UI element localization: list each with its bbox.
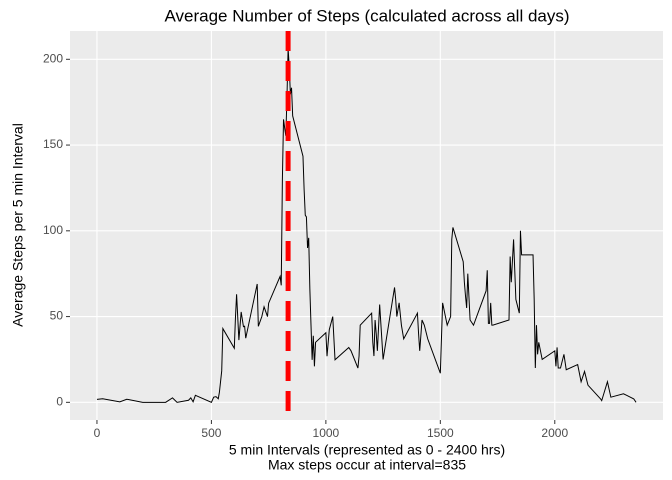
- x-tick-label: 1000: [313, 426, 340, 440]
- x-tick-label: 500: [201, 426, 221, 440]
- chart-title: Average Number of Steps (calculated acro…: [164, 6, 569, 25]
- x-tick-label: 0: [94, 426, 101, 440]
- caption: Max steps occur at interval=835: [268, 457, 466, 473]
- data-line: [96, 48, 637, 404]
- x-axis-title: 5 min Intervals (represented as 0 - 2400…: [229, 442, 505, 458]
- plot-panel: [70, 31, 663, 420]
- y-tick-label: 150: [43, 137, 63, 151]
- y-tick-label: 50: [50, 309, 64, 323]
- x-tick-label: 2000: [541, 426, 568, 440]
- y-tick-label: 200: [43, 51, 63, 65]
- y-tick-label: 100: [43, 223, 63, 237]
- x-tick-label: 1500: [427, 426, 454, 440]
- y-axis-title: Average Steps per 5 min Interval: [10, 123, 26, 327]
- y-tick-label: 0: [56, 395, 63, 409]
